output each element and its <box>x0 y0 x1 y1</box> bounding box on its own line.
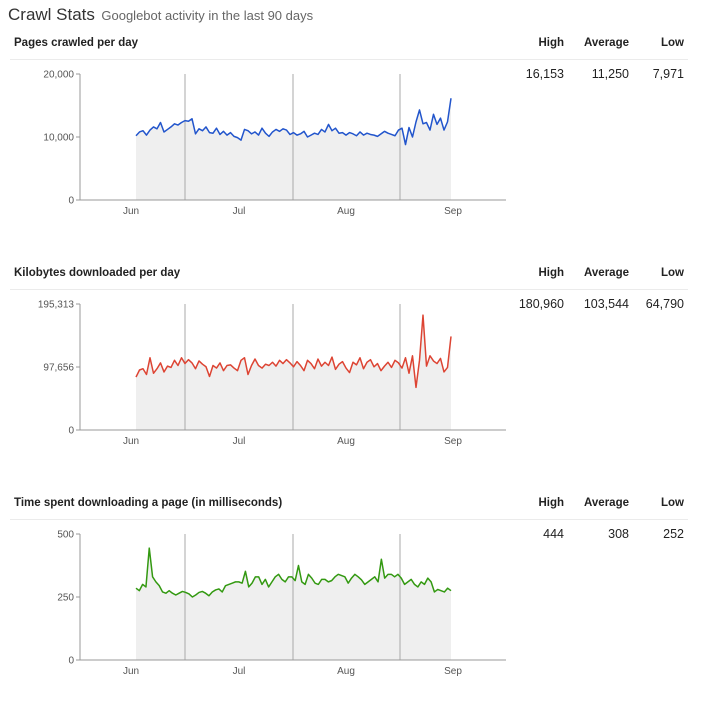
stat-average-value: 308 <box>608 527 629 541</box>
stat-low-value: 64,790 <box>645 297 684 311</box>
section-divider <box>10 519 688 520</box>
page-subtitle: Googlebot activity in the last 90 days <box>101 8 314 23</box>
section-kilobytes-downloaded: Kilobytes downloaded per day High Averag… <box>0 267 718 497</box>
stat-header-high: High <box>538 37 564 49</box>
section-divider <box>10 59 688 60</box>
stat-high-value: 180,960 <box>518 297 564 311</box>
stat-header-average: Average <box>584 37 629 49</box>
page-header: Crawl Stats Googlebot activity in the la… <box>8 5 313 25</box>
stat-average-value: 103,544 <box>583 297 629 311</box>
section-divider <box>10 289 688 290</box>
stat-low-value: 7,971 <box>652 67 684 81</box>
stat-header-average: Average <box>584 267 629 279</box>
section-time-downloading: Time spent downloading a page (in millis… <box>0 497 718 727</box>
stat-header-low: Low <box>661 497 684 509</box>
stat-average-value: 11,250 <box>591 67 629 81</box>
stat-low-value: 252 <box>663 527 684 541</box>
stat-header-high: High <box>538 267 564 279</box>
stat-header-low: Low <box>661 37 684 49</box>
section-title: Time spent downloading a page (in millis… <box>14 497 283 509</box>
stat-header-high: High <box>538 497 564 509</box>
page-title: Crawl Stats <box>8 5 95 24</box>
stat-high-value: 444 <box>543 527 564 541</box>
section-title: Pages crawled per day <box>14 37 139 49</box>
section-pages-crawled: Pages crawled per day High Average Low 1… <box>0 37 718 267</box>
stat-header-average: Average <box>584 497 629 509</box>
stat-high-value: 16,153 <box>525 67 564 81</box>
section-title: Kilobytes downloaded per day <box>14 267 181 279</box>
stat-header-low: Low <box>661 267 684 279</box>
